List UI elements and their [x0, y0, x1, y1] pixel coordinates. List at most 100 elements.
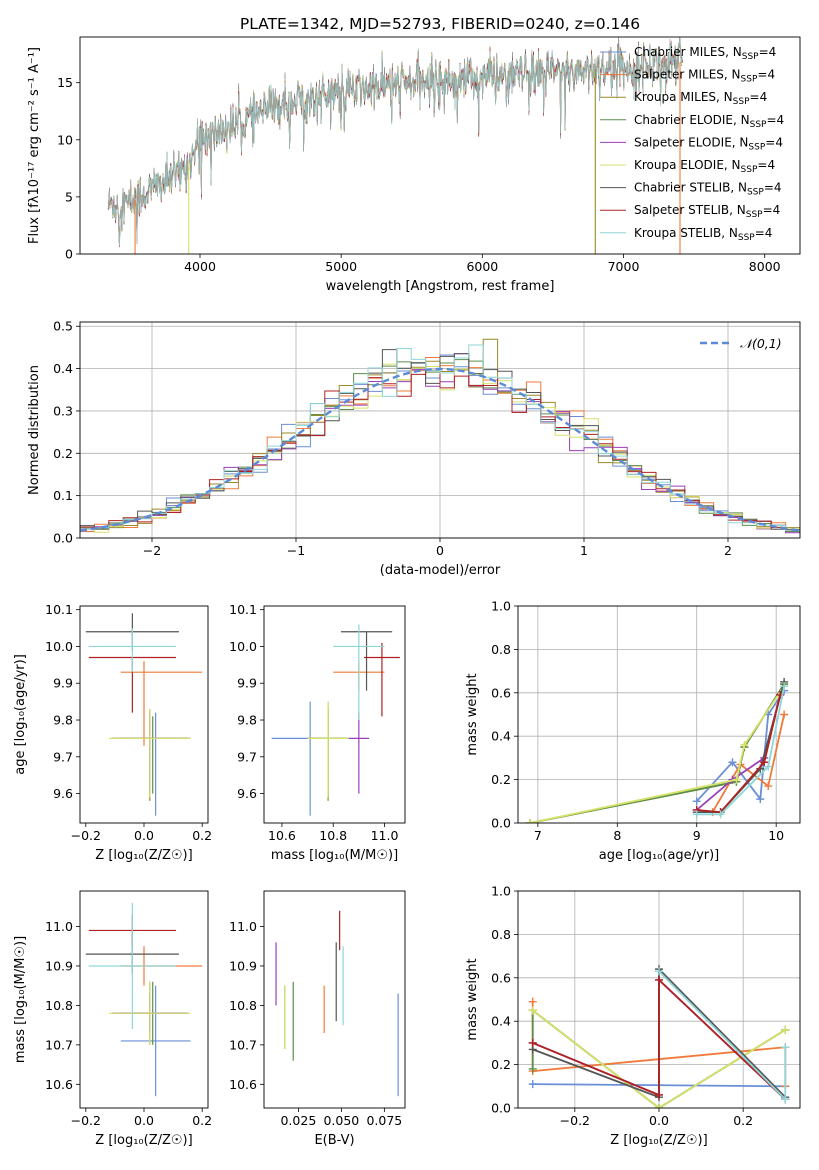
- y-tick-label: 0.2: [491, 1057, 511, 1072]
- x-tick-label: 0.0: [649, 1113, 669, 1128]
- legend-suffix: =4: [766, 113, 784, 127]
- weight-marker: [528, 997, 537, 1006]
- spectrum-legend: Chabrier MILES, NSSP=4 Salpeter MILES, NS…: [600, 45, 784, 243]
- x-tick-label: 7: [534, 828, 542, 843]
- y-axis-label: mass [log₁₀(M/M☉)]: [13, 936, 28, 1063]
- y-tick-label: 9.9: [53, 676, 73, 691]
- y-axis-label: Flux [fλ10⁻¹⁷ erg cm⁻² s⁻¹ A⁻¹]: [27, 47, 42, 244]
- x-axis-label: Z [log₁₀(Z/Z☉)]: [610, 1133, 707, 1148]
- figure-title: PLATE=1342, MJD=52793, FIBERID=0240, z=0…: [240, 15, 640, 33]
- legend-label: Chabrier ELODIE, NSSP=4: [634, 113, 784, 130]
- y-tick-label: 10.1: [45, 602, 73, 617]
- weight-marker: [716, 810, 725, 819]
- legend-label: 𝒩(0,1): [740, 336, 782, 351]
- weight-marker: [781, 1095, 790, 1104]
- y-tick-label: 0.5: [53, 319, 73, 334]
- x-tick-label: 0.0: [134, 1113, 154, 1128]
- y-tick-label: 0.0: [491, 816, 511, 831]
- weight-marker: [780, 710, 789, 719]
- y-tick-label: 0: [65, 247, 73, 262]
- weight-marker: [756, 795, 765, 804]
- axes-frame: [263, 605, 406, 824]
- y-tick-label: 0.4: [491, 729, 511, 744]
- weight-marker: [760, 758, 769, 767]
- legend-subscript: SSP: [742, 52, 759, 62]
- axes-frame: [79, 36, 801, 255]
- y-tick-label: 9.8: [237, 713, 257, 728]
- y-axis-label: mass weight: [465, 673, 480, 755]
- y-axis-label: Normed distribution: [27, 365, 42, 495]
- legend-label: Salpeter STELIB, NSSP=4: [634, 203, 780, 220]
- histogram-legend: 𝒩(0,1): [700, 336, 782, 351]
- x-axis-label: Z [log₁₀(Z/Z☉)]: [95, 1133, 192, 1148]
- y-tick-label: 0.0: [53, 531, 73, 546]
- histogram-series: [80, 369, 800, 531]
- y-tick-label: 0.2: [491, 772, 511, 787]
- spectrum-lines: [107, 37, 683, 254]
- weight-marker: [780, 682, 789, 691]
- x-tick-label: 0.050: [323, 1113, 359, 1128]
- mass-vs-EBV-axes: 0.025 0.050 0.075 10.6 10.7 10.8 10.9 11.0 E(B-V…: [229, 919, 402, 1148]
- legend-subscript: SSP: [748, 142, 765, 152]
- y-tick-label: 9.7: [237, 749, 257, 764]
- y-axis-label: mass weight: [465, 958, 480, 1040]
- x-tick-label: 11.0: [371, 828, 399, 843]
- y-tick-label: 1.0: [491, 599, 511, 614]
- y-tick-label: 10.0: [45, 639, 73, 654]
- weight-marker: [728, 758, 737, 767]
- weight-marker: [781, 1043, 790, 1052]
- weight-marker: [781, 1025, 790, 1034]
- x-tick-label: −2: [143, 543, 161, 558]
- legend-label: Kroupa STELIB, NSSP=4: [634, 226, 772, 243]
- y-tick-label: 10.8: [45, 998, 73, 1013]
- y-tick-label: 0.0: [491, 1101, 511, 1116]
- weight-marker: [740, 740, 749, 749]
- y-tick-label: 5: [65, 189, 73, 204]
- legend-subscript: SSP: [738, 233, 755, 243]
- legend-label: Salpeter ELODIE, NSSP=4: [634, 135, 783, 152]
- x-tick-label: 0.0: [134, 828, 154, 843]
- axes-frame: [79, 890, 209, 1109]
- x-tick-label: 9: [693, 828, 701, 843]
- legend-subscript: SSP: [733, 97, 750, 107]
- y-tick-label: 10.0: [229, 639, 257, 654]
- y-tick-label: 0.3: [53, 403, 73, 418]
- y-tick-label: 9.8: [53, 713, 73, 728]
- legend-subscript: SSP: [746, 210, 763, 220]
- mass-weight-vs-Z-lines: [528, 965, 790, 1108]
- x-tick-label: 5000: [325, 259, 357, 274]
- weight-marker: [764, 762, 773, 771]
- y-tick-label: 11.0: [229, 919, 257, 934]
- age-vs-mass-axes: 10.6 10.8 11.0 9.6 9.7 9.8 9.9 10.0 10.1 mass [lo…: [229, 602, 398, 863]
- legend-suffix: =4: [755, 226, 773, 240]
- x-tick-label: −1: [287, 543, 305, 558]
- y-tick-label: 10.9: [229, 958, 257, 973]
- weight-marker: [732, 775, 741, 784]
- x-tick-label: 2: [724, 543, 732, 558]
- axes-frame: [79, 605, 209, 824]
- y-tick-label: 15: [57, 75, 73, 90]
- y-axis-label: age [log₁₀(age/yr)]: [13, 654, 28, 775]
- x-tick-label: 1: [580, 543, 588, 558]
- x-tick-label: 8: [613, 828, 621, 843]
- mass-vs-EBV-points: [275, 910, 399, 1097]
- x-tick-label: 4000: [184, 259, 216, 274]
- x-tick-label: 0.2: [192, 1113, 212, 1128]
- y-tick-label: 9.7: [53, 749, 73, 764]
- y-tick-label: 9.9: [237, 676, 257, 691]
- weight-marker: [528, 1064, 537, 1073]
- y-tick-label: 11.0: [45, 919, 73, 934]
- legend-suffix: =4: [757, 68, 775, 82]
- legend-subscript: SSP: [741, 165, 758, 175]
- legend-label: Kroupa ELODIE, NSSP=4: [634, 158, 775, 175]
- legend-suffix: =4: [750, 90, 768, 104]
- x-axis-label: (data-model)/error: [380, 563, 501, 578]
- x-tick-label: 0.2: [733, 1113, 753, 1128]
- x-tick-label: 0.075: [366, 1113, 402, 1128]
- normal-curve: [80, 367, 800, 532]
- y-tick-label: 0.8: [491, 927, 511, 942]
- y-tick-label: 10.6: [229, 1077, 257, 1092]
- histogram-layer: [80, 338, 800, 534]
- y-tick-label: 10.7: [229, 1037, 257, 1052]
- axes-frame: [517, 890, 801, 1109]
